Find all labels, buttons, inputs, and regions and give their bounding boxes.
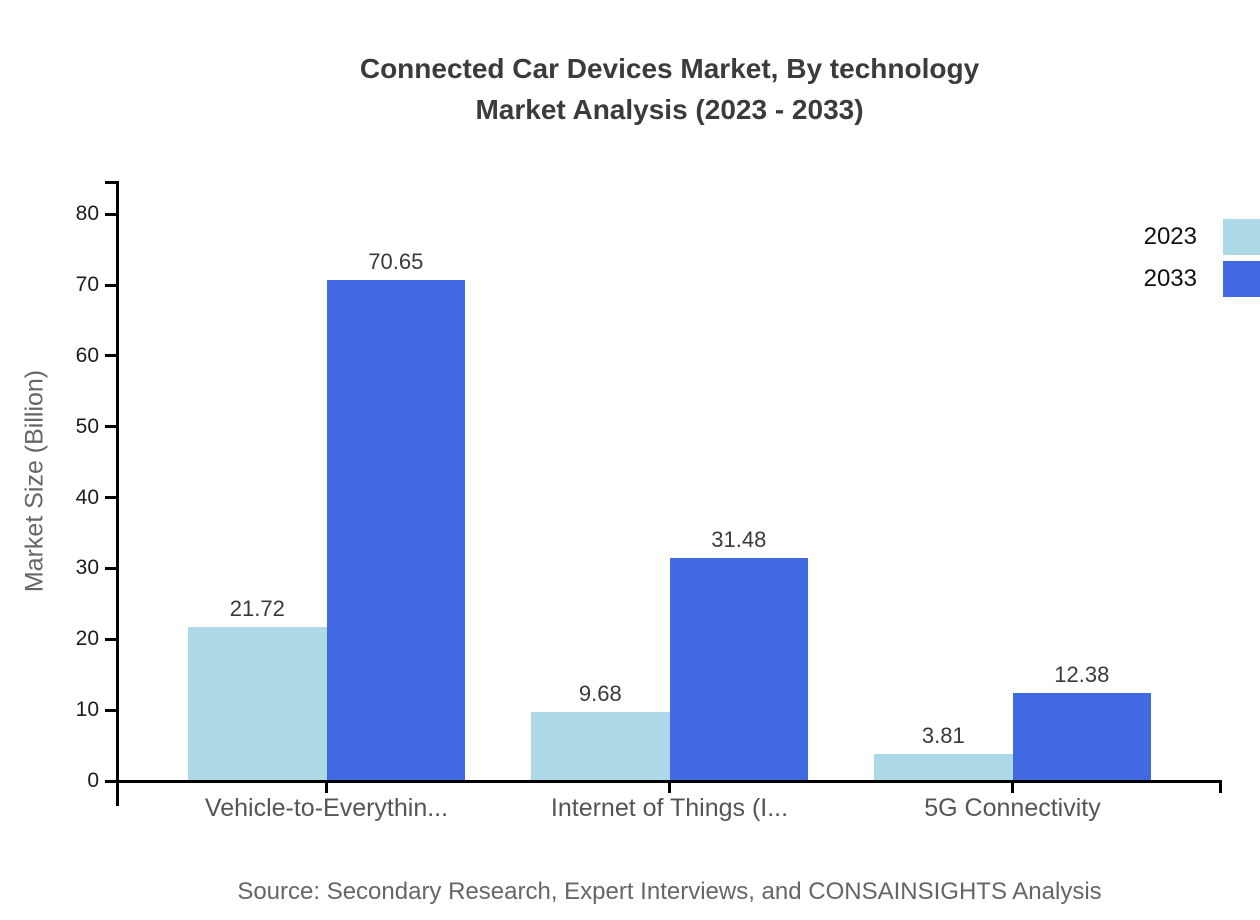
x-axis-tick-1 [325,780,328,793]
y-tick-label-30: 30 [75,556,99,580]
category-label-1: Vehicle-to-Everythin... [204,794,449,822]
legend-label-2023[interactable]: 2023 [1143,223,1197,250]
bar-2023-category-1[interactable] [188,627,327,782]
category-label-2: Internet of Things (I... [550,794,789,822]
bar-2023-category-3[interactable] [874,754,1013,782]
bar-2033-category-3[interactable] [1012,693,1151,782]
y-tick-label-60: 60 [75,343,99,367]
y-tick-label-70: 70 [75,273,99,296]
y-tick-label-10: 10 [75,698,99,722]
chart-subtitle: Market Analysis (2023 - 2033) [475,94,864,125]
chart-title-block: Connected Car Devices Market, By technol… [118,48,1221,130]
bar-2033-category-2[interactable] [669,557,808,782]
value-label-2023-category-1: 21.72 [229,596,285,622]
y-axis-tick-50 [105,425,118,429]
y-tick-label-50: 50 [75,414,99,438]
source-note: Source: Secondary Research, Expert Inter… [237,878,1102,905]
value-label-2023-category-3: 3.81 [921,723,965,748]
y-axis-tick-10 [105,708,118,712]
y-tick-label-20: 20 [75,627,99,651]
y-axis-tick-60 [105,354,118,358]
y-tick-label-40: 40 [75,485,99,509]
x-axis-tick-3 [1011,780,1014,793]
x-axis-line [105,780,1221,783]
y-axis-tick-70 [105,283,118,287]
chart-title: Connected Car Devices Market, By technol… [359,53,980,84]
y-axis-tick-80 [105,212,118,216]
category-label-3: 5G Connectivity [924,794,1101,822]
y-axis-tick-30 [105,566,118,570]
x-axis-tick-2 [668,780,671,793]
y-axis-tick-40 [105,496,118,500]
y-axis-tick-20 [105,637,118,641]
bar-2023-category-2[interactable] [531,712,670,782]
y-axis-tick-0 [105,779,118,783]
legend-swatch-2023[interactable] [1223,219,1260,255]
y-axis-line [116,181,119,806]
value-label-2033-category-2: 31.48 [711,526,767,552]
value-label-2033-category-3: 12.38 [1054,662,1110,688]
y-tick-label-0: 0 [87,769,99,792]
x-axis-endcap-tick [1219,780,1222,793]
value-label-2033-category-1: 70.65 [368,249,424,275]
legend-label-2033[interactable]: 2033 [1143,265,1197,292]
value-label-2023-category-2: 9.68 [578,681,622,707]
y-axis-endcap-tick [105,181,118,184]
y-tick-label-80: 80 [75,202,99,226]
legend-swatch-2033[interactable] [1223,261,1260,297]
bar-2033-category-1[interactable] [326,280,465,782]
